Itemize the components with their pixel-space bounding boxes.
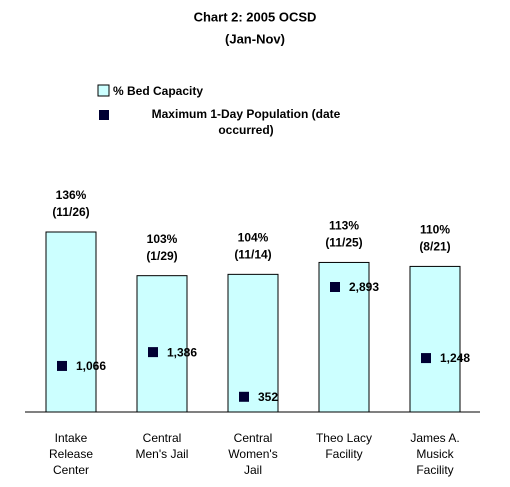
marker-value-label: 2,893 xyxy=(349,280,379,294)
x-tick-label: Intake Release Center xyxy=(48,431,94,477)
date-label: (11/26) xyxy=(52,205,89,219)
marker xyxy=(239,391,249,402)
marker-value-label: 1,386 xyxy=(167,345,197,359)
x-tick-label: Central Men's Jail xyxy=(135,431,189,461)
bar-value-label: 104% xyxy=(238,231,269,245)
date-label: (11/14) xyxy=(234,248,271,262)
legend-swatch xyxy=(99,110,109,120)
bar xyxy=(136,275,188,413)
bar xyxy=(45,231,97,413)
date-label: (1/29) xyxy=(146,249,177,263)
chart-title: Chart 2: 2005 OCSD xyxy=(194,9,317,24)
legend-label: Maximum 1-Day Population (date occurred) xyxy=(151,107,341,137)
x-tick-label: Theo Lacy Facility xyxy=(315,431,373,461)
legend-label: % Bed Capacity xyxy=(113,84,204,98)
bar xyxy=(409,265,461,413)
marker xyxy=(330,282,340,292)
date-label: (8/21) xyxy=(419,240,450,254)
bar-value-label: 136% xyxy=(56,188,87,202)
x-tick-label: James A. Musick Facility xyxy=(410,431,460,477)
marker xyxy=(421,353,431,364)
bar-value-label: 113% xyxy=(329,219,359,233)
marker-value-label: 1,248 xyxy=(440,351,470,365)
bar-value-label: 110% xyxy=(420,223,450,237)
bar xyxy=(318,261,370,413)
marker-value-label: 352 xyxy=(258,390,278,404)
bar-value-label: 103% xyxy=(147,232,178,246)
marker-value-label: 1,066 xyxy=(76,359,106,373)
marker xyxy=(57,360,67,371)
bar xyxy=(227,273,279,413)
x-tick-label: Central Women's Jail xyxy=(228,431,278,477)
date-label: (11/25) xyxy=(325,236,362,250)
legend-swatch xyxy=(97,84,110,97)
marker xyxy=(148,347,158,358)
chart-subtitle: (Jan-Nov) xyxy=(225,31,285,46)
